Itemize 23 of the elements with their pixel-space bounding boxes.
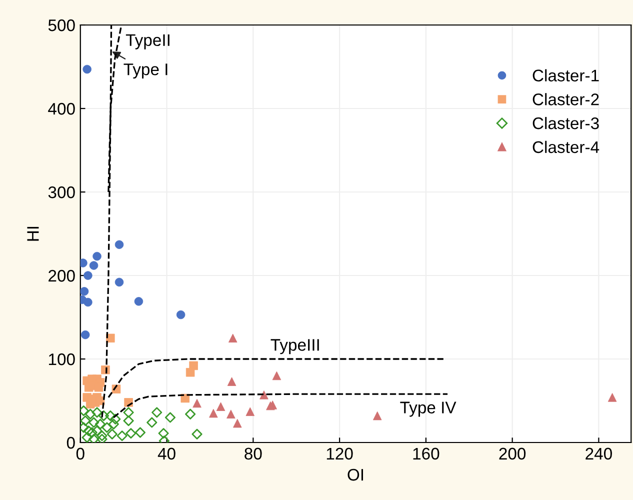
y-tick-label: 0 [66,436,75,449]
legend-label: Claster-2 [532,93,599,106]
annotation: TypeII [126,34,170,50]
x-tick-label: 160 [413,448,440,460]
x-tick-label: 0 [76,448,84,460]
y-tick-label: 500 [48,19,75,32]
x-axis-title: OI [348,468,364,481]
y-tick-label: 400 [48,102,75,115]
y-tick-label: 100 [48,353,75,366]
annotation: Type I [124,64,168,79]
annotation: TypeIII [270,339,319,354]
legend-label: Claster-3 [532,116,599,130]
x-tick-label: 80 [244,448,262,460]
annotation: Type IV [400,402,456,417]
x-tick-label: 200 [499,448,526,460]
x-tick-label: 240 [586,448,612,460]
y-axis-title: HI [27,226,39,241]
legend-label: Claster-1 [532,69,599,82]
x-tick-label: 120 [326,448,353,460]
y-tick-label: 300 [48,186,75,198]
x-tick-label: 40 [158,448,176,460]
y-tick-label: 200 [48,270,75,282]
legend-label: Claster-4 [532,140,600,154]
